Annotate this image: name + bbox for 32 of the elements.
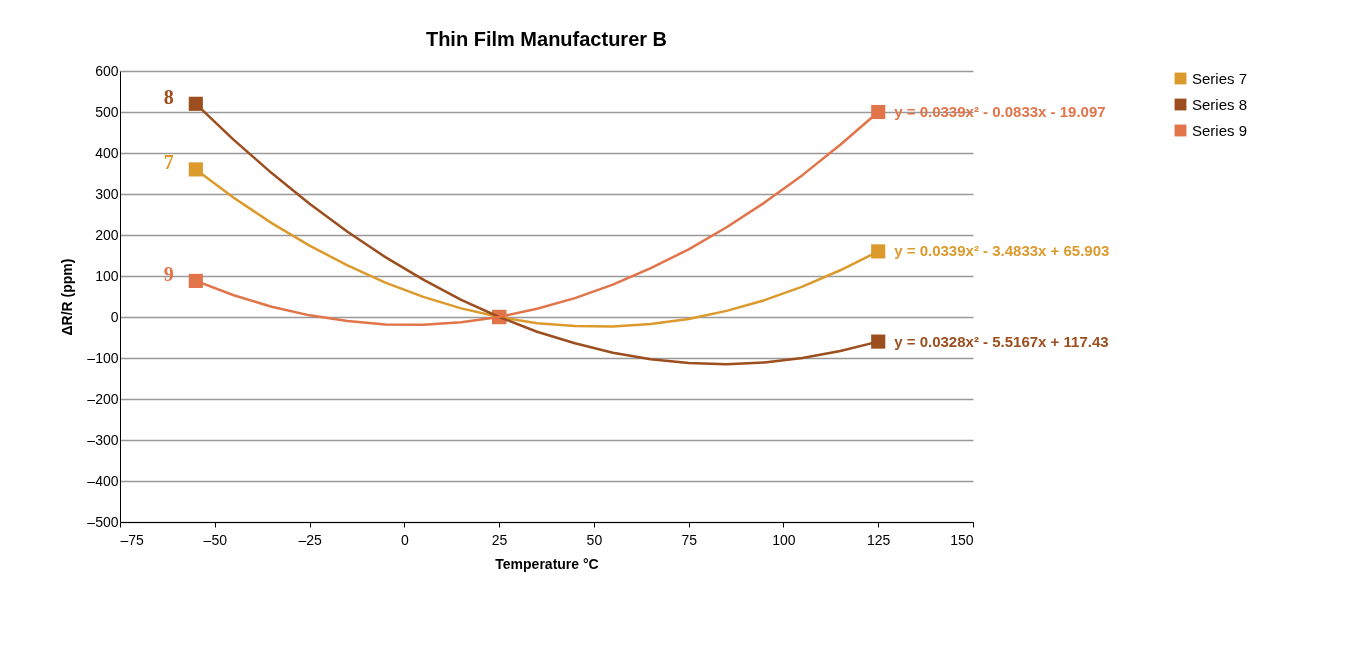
x-tick-label: 150 xyxy=(950,531,974,548)
annotation: y = 0.0339x² - 3.4833x + 65.903 xyxy=(894,242,1110,260)
y-tick-label: 600 xyxy=(95,62,119,79)
x-tick-label: 50 xyxy=(586,531,603,548)
y-tick-label: –400 xyxy=(87,472,119,489)
y-tick-label: 400 xyxy=(95,144,119,161)
y-tick-label: –100 xyxy=(87,349,119,366)
y-tick-label: 500 xyxy=(95,103,119,120)
y-axis-title: ΔR/R (ppm) xyxy=(59,258,76,336)
y-tick-label: –200 xyxy=(87,390,119,407)
chart-title: Thin Film Manufacturer B xyxy=(425,28,668,50)
y-tick-label: 0 xyxy=(110,308,119,325)
y-tick-label: –500 xyxy=(87,513,119,530)
y-tick-label: 100 xyxy=(95,267,119,284)
annotation: 7 xyxy=(163,151,174,174)
y-tick-label: 300 xyxy=(95,185,119,202)
legend-label: Series 7 xyxy=(1192,69,1248,87)
legend-label: Series 8 xyxy=(1192,95,1248,113)
y-tick-label: 200 xyxy=(95,226,119,243)
annotation: y = 0.0328x² - 5.5167x + 117.43 xyxy=(894,332,1109,350)
x-tick-label: 125 xyxy=(867,531,891,548)
x-tick-label: 100 xyxy=(772,531,796,548)
x-tick-label: 75 xyxy=(681,531,698,548)
x-tick-label: –25 xyxy=(298,531,322,548)
legend-label: Series 9 xyxy=(1192,121,1248,139)
x-axis-title: Temperature °C xyxy=(495,555,599,572)
x-tick-label: 0 xyxy=(400,531,409,548)
x-tick-label: –75 xyxy=(120,531,145,548)
y-tick-label: –300 xyxy=(87,431,119,448)
x-tick-label: –50 xyxy=(203,531,228,548)
annotation: 8 xyxy=(163,85,174,108)
x-tick-label: 25 xyxy=(491,531,508,548)
